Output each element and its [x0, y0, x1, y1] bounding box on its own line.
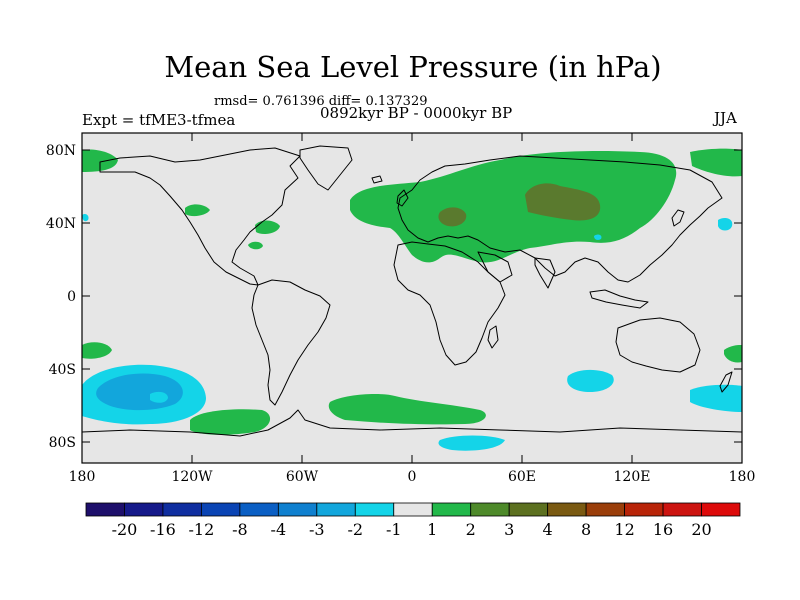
- lon-ticks: [81, 133, 743, 463]
- antarctica-coast: [81, 409, 743, 437]
- colorbar-label: -4: [271, 520, 287, 539]
- colorbar-box: [431, 502, 472, 517]
- lon-label: 180: [729, 469, 756, 485]
- atlantic-cape-positive: [248, 241, 263, 250]
- greenland-coast: [299, 145, 353, 191]
- colorbar-label: -1: [386, 520, 402, 539]
- australia-east-positive: [724, 344, 742, 363]
- colorbar-box: [508, 502, 549, 517]
- colorbar-box: [124, 502, 164, 517]
- pacific-north-negative: [594, 234, 602, 240]
- australia-south-negative: [690, 384, 742, 412]
- colorbar-label: -12: [189, 520, 215, 539]
- south-atlantic-positive: [328, 394, 486, 425]
- colorbar-labels: -20 -16 -12 -8 -4 -3 -2 -1 1 2 3 4 8 12 16 20: [112, 520, 712, 539]
- lon-label: 120E: [614, 469, 651, 485]
- lat-label: 80S: [49, 435, 76, 451]
- colorbar-box: [547, 502, 587, 517]
- iceland-coast: [371, 175, 383, 184]
- colorbar-box: [662, 502, 702, 517]
- north-pacific-positive: [82, 149, 118, 172]
- colorbar-box: [393, 502, 433, 517]
- africa-coast: [393, 241, 506, 366]
- colorbar-box: [470, 502, 510, 517]
- colorbar-box: [316, 502, 356, 517]
- colorbar-label: 16: [653, 520, 673, 539]
- indian-ocean-negative: [567, 369, 614, 392]
- colorbar-label: 1: [427, 520, 437, 539]
- map-title: Mean Sea Level Pressure (in hPa): [164, 50, 662, 84]
- uk-coast: [396, 189, 409, 207]
- gulf-positive: [255, 220, 280, 234]
- lon-labels: 180 120W 60W 0 60E 120E 180: [69, 469, 756, 485]
- colorbar-label: -20: [112, 520, 138, 539]
- lat-ticks: [82, 149, 742, 443]
- pacific-west-negative: [82, 213, 89, 222]
- colorbar-box: [201, 502, 241, 517]
- lon-label: 120W: [171, 469, 213, 485]
- season-label: JJA: [714, 109, 737, 127]
- lat-label: 80N: [46, 143, 76, 159]
- colorbar-label: 20: [691, 520, 711, 539]
- anomaly-shading: [82, 148, 742, 451]
- colorbar-box: [354, 502, 395, 517]
- south-america-coast: [251, 279, 331, 406]
- eurasia-strong-positive: [525, 183, 601, 221]
- europe-strong-positive: [438, 207, 467, 227]
- lon-label: 60W: [286, 469, 319, 485]
- eurasia-coast: [397, 155, 723, 283]
- north-america-coast: [99, 147, 301, 286]
- pacific-east-negative: [718, 218, 733, 231]
- madagascar-coast: [487, 325, 499, 349]
- lon-label: 0: [408, 469, 417, 485]
- colorbar-box: [277, 502, 318, 517]
- experiment-label: Expt = tfME3-tfmea: [82, 111, 236, 129]
- arabia-coast: [477, 251, 513, 283]
- colorbar-label: 8: [581, 520, 591, 539]
- colorbar-label: -16: [150, 520, 176, 539]
- lon-label: 60E: [508, 469, 536, 485]
- lat-labels: 80N 40N 0 40S 80S: [46, 143, 76, 451]
- new-zealand-coast: [719, 371, 733, 393]
- lat-label: 40S: [49, 362, 76, 378]
- north-atlantic-positive: [185, 204, 210, 217]
- rmsd-diff-stats: rmsd= 0.761396 diff= 0.137329: [214, 94, 428, 109]
- colorbar-box: [585, 502, 625, 517]
- japan-coast: [671, 209, 685, 227]
- period-label: 0892kyr BP - 0000kyr BP: [320, 104, 513, 122]
- lon-label: 180: [69, 469, 96, 485]
- south-pacific-west-negative: [150, 391, 168, 403]
- colorbar-box: [239, 502, 279, 517]
- colorbar-box: [85, 502, 125, 517]
- indonesia-coast: [589, 289, 649, 309]
- colorbar-box: [162, 502, 202, 517]
- southern-ocean-positive: [190, 409, 271, 435]
- colorbar-label: -8: [232, 520, 248, 539]
- india-coast: [534, 257, 556, 289]
- colorbar-label: -3: [309, 520, 325, 539]
- colorbar-label: 2: [466, 520, 476, 539]
- colorbar: [85, 502, 741, 517]
- antarctic-negative: [438, 435, 505, 451]
- lat-label: 0: [67, 289, 76, 305]
- colorbar-label: 12: [614, 520, 634, 539]
- colorbar-box: [624, 502, 664, 517]
- lat-label: 40N: [46, 216, 76, 232]
- colorbar-label: -2: [347, 520, 363, 539]
- colorbar-box: [701, 502, 741, 517]
- eurasia-positive-anomaly: [350, 150, 677, 263]
- australia-coast: [615, 317, 701, 373]
- colorbar-label: 4: [543, 520, 553, 539]
- arctic-east-positive: [690, 148, 742, 177]
- coastlines: [81, 145, 743, 437]
- colorbar-label: 3: [504, 520, 514, 539]
- south-pacific-positive-west: [82, 342, 112, 359]
